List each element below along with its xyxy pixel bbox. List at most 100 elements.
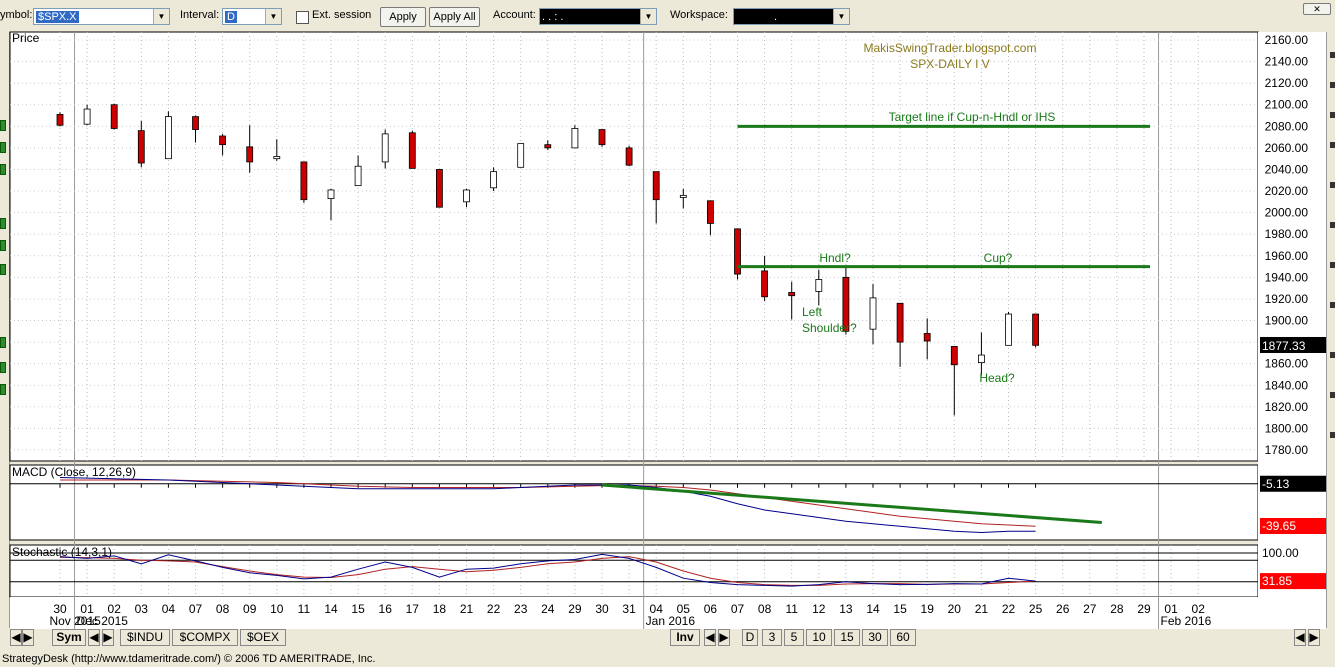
y-tick-label: 2160.00 [1265, 33, 1309, 47]
inv-button[interactable]: Inv [670, 629, 700, 646]
left-shoulder-annotation: Left [802, 305, 823, 319]
x-day-label: 22 [487, 602, 501, 616]
chevron-down-icon[interactable]: ▼ [833, 9, 849, 24]
tool-marker-icon[interactable] [0, 384, 6, 395]
tab-oex[interactable]: $OEX [240, 629, 286, 646]
symbol-combo[interactable]: $SPX.X ▼ [33, 8, 170, 25]
apply-all-button[interactable]: Apply All [429, 7, 480, 27]
chevron-down-icon[interactable]: ▼ [265, 9, 281, 24]
chart-subtitle: SPX-DAILY I V [910, 57, 990, 71]
account-value: . . : . [542, 11, 564, 23]
account-combo[interactable]: . . : . ▼ [539, 8, 657, 25]
tab-indu[interactable]: $INDU [120, 629, 170, 646]
tool-marker-icon[interactable] [1330, 262, 1335, 268]
y-tick-label: 2120.00 [1265, 76, 1309, 90]
x-day-label: 11 [785, 602, 798, 616]
interval-prev-icon[interactable]: ◀ [704, 629, 716, 646]
tool-marker-icon[interactable] [1330, 352, 1335, 358]
ext-session-checkbox[interactable] [296, 11, 309, 24]
tool-marker-icon[interactable] [1330, 82, 1335, 88]
candle-body [950, 346, 958, 366]
chart-area: 2160.00 2140.00 2120.00 2100.00 2080.00 2060.… [9, 31, 1326, 629]
tool-marker-icon[interactable] [1330, 112, 1335, 118]
tool-marker-icon[interactable] [1330, 142, 1335, 148]
candle-body [625, 147, 633, 166]
x-day-label: 23 [514, 602, 528, 616]
tool-marker-icon[interactable] [1330, 392, 1335, 398]
scroll-next-icon[interactable]: ▶ [1308, 629, 1320, 646]
interval-combo[interactable]: D ▼ [222, 8, 282, 25]
tab-prev-icon[interactable]: ◀ [88, 629, 100, 646]
candle-body [679, 194, 687, 198]
tool-marker-icon[interactable] [0, 164, 6, 175]
interval-60-button[interactable]: 60 [890, 629, 916, 646]
interval-3-button[interactable]: 3 [762, 629, 782, 646]
y-tick-label: 2100.00 [1265, 98, 1309, 112]
price-badge: 1877.33 [1262, 339, 1306, 353]
interval-next-icon[interactable]: ▶ [718, 629, 730, 646]
scroll-prev-icon[interactable]: ◀ [1294, 629, 1306, 646]
tool-marker-icon[interactable] [0, 142, 6, 153]
tool-marker-icon[interactable] [1330, 432, 1335, 438]
x-day-label: 15 [351, 602, 365, 616]
workspace-value: . [774, 11, 778, 23]
candle-body [300, 161, 308, 201]
candle-body [327, 189, 335, 200]
candle-body [978, 354, 985, 364]
sym-button[interactable]: Sym [52, 629, 86, 646]
candle-body [463, 189, 470, 203]
chevron-down-icon[interactable]: ▼ [153, 9, 169, 24]
tab-compx[interactable]: $COMPX [172, 629, 238, 646]
x-day-label: 24 [541, 602, 555, 616]
x-day-label: 31 [622, 602, 636, 616]
y-tick-label: 2000.00 [1265, 206, 1309, 220]
y-tick-label: 1920.00 [1265, 292, 1309, 306]
candle-body [354, 165, 362, 187]
tool-marker-icon[interactable] [0, 218, 6, 229]
y-tick-label: 1960.00 [1265, 249, 1309, 263]
apply-button[interactable]: Apply [380, 7, 426, 27]
workspace-combo[interactable]: . ▼ [733, 8, 850, 25]
candle-body [246, 146, 254, 163]
interval-10-button[interactable]: 10 [806, 629, 832, 646]
scroll-right-icon[interactable]: ▶ [22, 629, 34, 646]
x-day-label: 09 [243, 602, 257, 616]
x-day-label: 19 [921, 602, 935, 616]
tool-marker-icon[interactable] [1330, 52, 1335, 58]
y-tick-label: 1980.00 [1265, 227, 1309, 241]
tool-marker-icon[interactable] [0, 240, 6, 251]
scroll-left-icon[interactable]: ◀ [10, 629, 22, 646]
x-day-label: 17 [406, 602, 420, 616]
tool-marker-icon[interactable] [0, 362, 6, 373]
interval-30-button[interactable]: 30 [862, 629, 888, 646]
x-day-label: 21 [460, 602, 474, 616]
x-day-label: 14 [866, 602, 880, 616]
price-panel [9, 31, 1259, 462]
x-day-label: 20 [948, 602, 962, 616]
tool-marker-icon[interactable] [1330, 222, 1335, 228]
x-day-label: 21 [975, 602, 989, 616]
tab-next-icon[interactable]: ▶ [102, 629, 114, 646]
x-day-label: 10 [270, 602, 284, 616]
interval-d-button[interactable]: D [742, 629, 758, 646]
chevron-down-icon[interactable]: ▼ [640, 9, 656, 24]
macd-trend-line [601, 483, 1102, 524]
x-day-label: 12 [812, 602, 826, 616]
tool-marker-icon[interactable] [1330, 182, 1335, 188]
stoch-panel [9, 544, 1259, 598]
interval-15-button[interactable]: 15 [834, 629, 860, 646]
candle-body [164, 116, 172, 160]
tool-marker-icon[interactable] [0, 120, 6, 131]
interval-5-button[interactable]: 5 [784, 629, 804, 646]
tool-marker-icon[interactable] [0, 337, 6, 348]
tool-marker-icon[interactable] [0, 264, 6, 275]
x-day-label: 02 [1192, 602, 1206, 616]
candle-body [219, 135, 227, 146]
stoch-upper-label: 100.00 [1262, 546, 1299, 560]
candle-body [923, 333, 931, 342]
x-day-label: 30 [53, 602, 67, 616]
candle-body [273, 156, 281, 160]
x-day-label: 29 [1137, 602, 1151, 616]
close-icon[interactable]: ✕ [1303, 3, 1331, 15]
tool-marker-icon[interactable] [1330, 302, 1335, 308]
